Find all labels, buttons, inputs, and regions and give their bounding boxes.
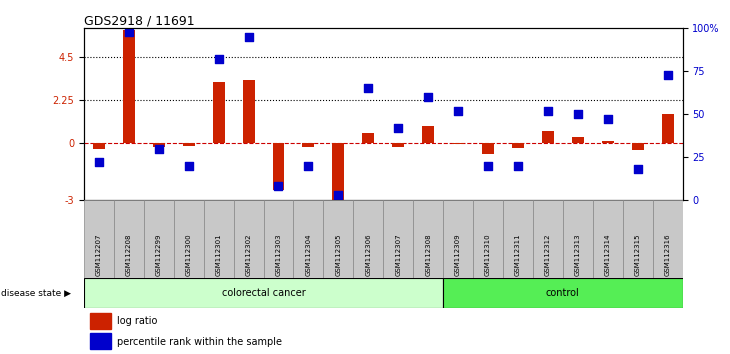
Point xyxy=(333,192,345,198)
Bar xyxy=(422,126,434,143)
Bar xyxy=(572,137,584,143)
Bar xyxy=(623,200,653,278)
Text: colorectal cancer: colorectal cancer xyxy=(222,288,305,298)
Point xyxy=(542,108,554,114)
Point xyxy=(602,116,613,122)
Bar xyxy=(212,82,225,143)
Bar xyxy=(144,200,174,278)
Bar xyxy=(90,313,112,329)
Bar xyxy=(90,333,112,349)
Bar xyxy=(242,80,255,143)
Bar xyxy=(631,143,644,150)
Text: disease state ▶: disease state ▶ xyxy=(1,289,72,297)
Bar xyxy=(153,143,165,147)
Text: GSM112309: GSM112309 xyxy=(455,234,461,276)
Text: GSM112303: GSM112303 xyxy=(275,234,282,276)
Text: control: control xyxy=(546,288,580,298)
Bar xyxy=(174,200,204,278)
Text: GSM112314: GSM112314 xyxy=(604,234,611,276)
Bar xyxy=(602,141,614,143)
Bar xyxy=(542,131,554,143)
Point xyxy=(93,159,105,165)
Text: GSM112308: GSM112308 xyxy=(425,234,431,276)
Bar xyxy=(452,143,464,144)
Text: GSM112300: GSM112300 xyxy=(185,234,192,276)
Text: GSM112299: GSM112299 xyxy=(155,234,162,276)
Text: GSM112208: GSM112208 xyxy=(126,234,132,276)
Bar xyxy=(323,200,353,278)
Text: percentile rank within the sample: percentile rank within the sample xyxy=(118,337,283,347)
Bar xyxy=(182,143,195,145)
Point xyxy=(213,56,225,62)
Text: GSM112315: GSM112315 xyxy=(634,234,641,276)
Point xyxy=(572,111,584,117)
Point xyxy=(512,163,524,169)
Point xyxy=(631,166,644,172)
Point xyxy=(123,29,134,35)
Bar xyxy=(593,200,623,278)
Point xyxy=(453,108,464,114)
Point xyxy=(153,146,165,152)
Text: GSM112207: GSM112207 xyxy=(96,234,102,276)
Bar xyxy=(353,200,383,278)
Text: GSM112316: GSM112316 xyxy=(664,234,671,276)
Bar xyxy=(653,200,683,278)
Point xyxy=(273,183,285,189)
Bar xyxy=(392,143,404,147)
Point xyxy=(363,86,374,91)
Bar xyxy=(473,200,503,278)
Text: GSM112310: GSM112310 xyxy=(485,234,491,276)
Bar xyxy=(264,200,293,278)
Bar xyxy=(482,143,494,154)
Bar xyxy=(234,200,264,278)
Bar xyxy=(93,143,105,149)
Bar xyxy=(272,143,285,190)
Point xyxy=(422,94,434,100)
Bar xyxy=(512,143,524,148)
Text: GDS2918 / 11691: GDS2918 / 11691 xyxy=(84,14,195,27)
Bar xyxy=(443,278,683,308)
Bar xyxy=(443,200,473,278)
Text: GSM112302: GSM112302 xyxy=(245,234,252,276)
Text: GSM112311: GSM112311 xyxy=(515,234,521,276)
Bar xyxy=(413,200,443,278)
Text: GSM112313: GSM112313 xyxy=(575,234,581,276)
Bar xyxy=(661,114,674,143)
Bar xyxy=(84,200,114,278)
Bar xyxy=(533,200,563,278)
Bar xyxy=(302,143,315,147)
Point xyxy=(393,125,404,131)
Bar xyxy=(123,30,135,143)
Text: GSM112312: GSM112312 xyxy=(545,234,551,276)
Point xyxy=(303,163,315,169)
Point xyxy=(662,72,674,78)
Bar xyxy=(293,200,323,278)
Point xyxy=(242,34,255,40)
Bar xyxy=(503,200,533,278)
Bar xyxy=(204,200,234,278)
Bar xyxy=(563,200,593,278)
Bar xyxy=(362,133,374,143)
Bar xyxy=(383,200,413,278)
Point xyxy=(483,163,494,169)
Text: GSM112306: GSM112306 xyxy=(365,234,372,276)
Bar xyxy=(84,278,443,308)
Text: GSM112307: GSM112307 xyxy=(395,234,402,276)
Text: GSM112304: GSM112304 xyxy=(305,234,312,276)
Text: GSM112301: GSM112301 xyxy=(215,234,222,276)
Point xyxy=(182,163,194,169)
Text: log ratio: log ratio xyxy=(118,316,158,326)
Bar xyxy=(114,200,144,278)
Bar xyxy=(332,143,345,200)
Text: GSM112305: GSM112305 xyxy=(335,234,342,276)
